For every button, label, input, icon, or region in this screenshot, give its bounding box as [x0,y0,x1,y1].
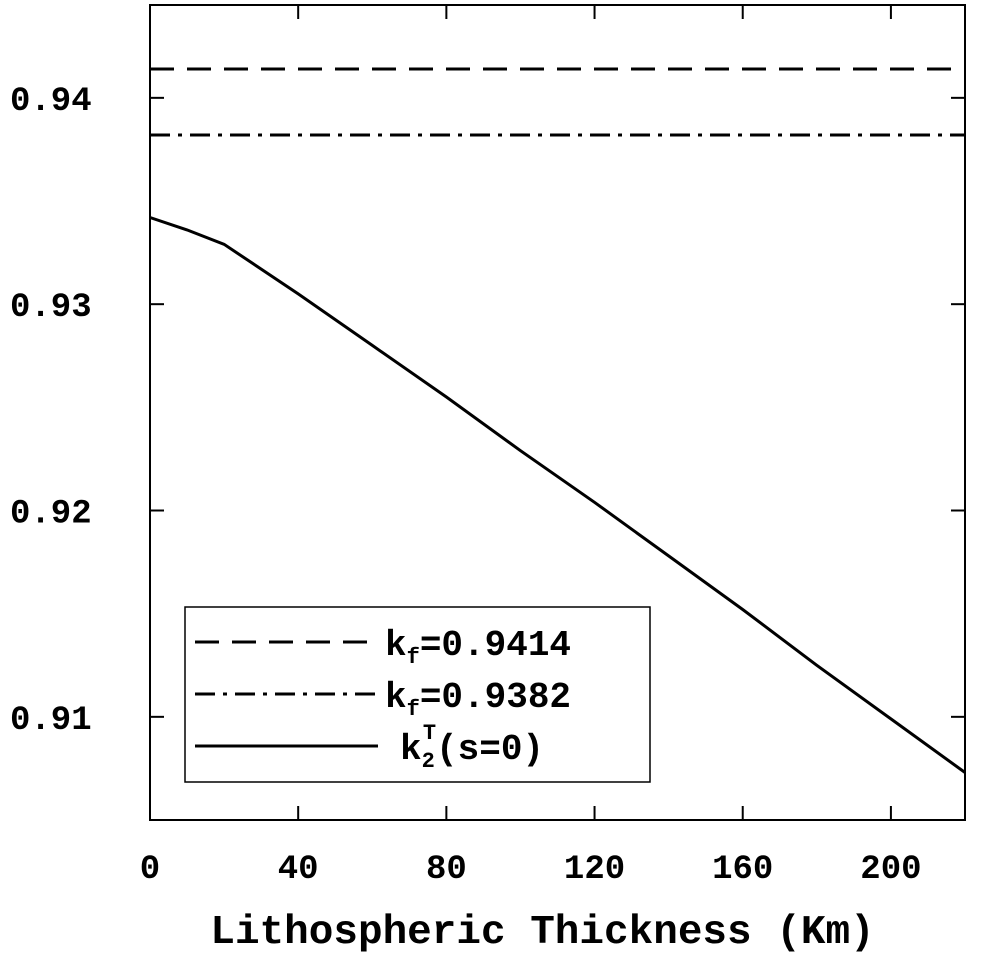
x-tick-label: 200 [860,851,921,889]
x-tick-label: 40 [278,851,319,889]
y-tick-label: 0.91 [10,702,92,740]
series-line-3 [149,216,966,774]
y-tick-label: 0.92 [10,496,92,534]
x-axis-title: Lithospheric Thickness (Km) [210,910,874,953]
ticks [149,5,965,820]
plot-frame [149,4,966,821]
series-layer [149,67,966,774]
x-tick-label: 0 [140,851,160,889]
legend-label: kf=0.9382 [385,677,571,722]
legend-box [184,606,651,783]
y-tick-label: 0.94 [10,83,92,121]
y-tick-label: 0.93 [10,289,92,327]
legend-label: k2T(s=0) [400,721,544,774]
x-tick-label: 120 [564,851,625,889]
legend-label: kf=0.9414 [385,625,571,670]
x-tick-label: 80 [426,851,467,889]
tick-labels: 0 40 80 120 160 200 0.91 0.92 0.93 0.94 [10,83,922,889]
x-tick-label: 160 [712,851,773,889]
